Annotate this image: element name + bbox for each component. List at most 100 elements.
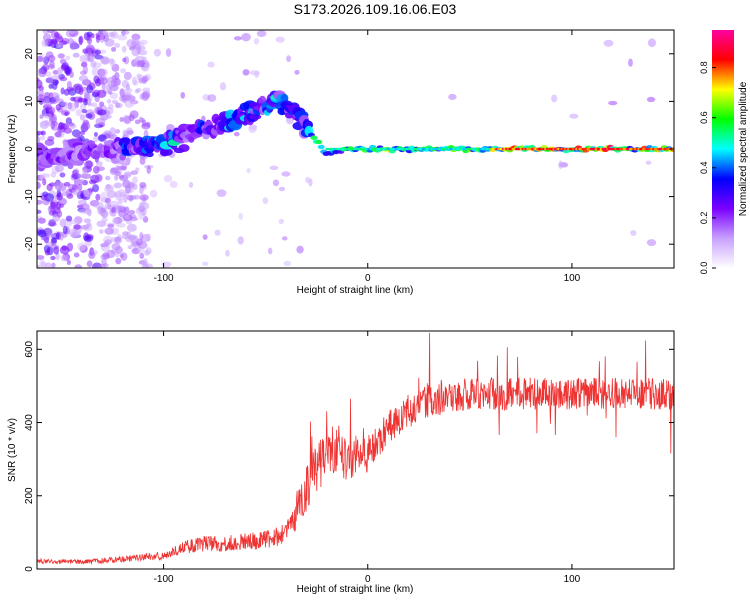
noise-blob [115,164,120,173]
noise-blob [132,176,138,184]
noise-blob [225,249,230,257]
noise-blob [79,225,90,230]
noise-blob [253,37,260,45]
noise-blob [75,108,82,117]
noise-blob [37,264,41,268]
noise-blob [78,87,84,96]
noise-blob [262,197,269,205]
noise-blob [106,114,112,119]
noise-blob [241,32,251,42]
noise-blob [242,69,250,76]
noise-blob [558,160,563,170]
noise-blob [93,132,98,137]
noise-blob [92,184,100,193]
noise-blob [62,225,68,235]
noise-blob [98,101,105,107]
noise-blob [126,223,137,232]
noise-blob [56,210,63,218]
noise-blob [137,60,146,68]
noise-blob [132,80,139,86]
noise-blob [104,185,113,194]
spectrogram-ytick-label: 0 [24,146,35,152]
colorbar-tick-label: 0.4 [699,162,709,175]
noise-blob [139,181,147,189]
noise-blob [281,171,291,177]
noise-blob [56,68,62,76]
signal-blob [145,151,154,158]
noise-blob [77,242,86,252]
noise-blob [115,102,123,109]
noise-blob [46,233,57,239]
noise-blob [72,52,80,58]
noise-blob [99,34,105,44]
colorbar-tick-label: 0.6 [699,111,709,124]
snr-ytick-label: 200 [24,487,35,504]
noise-blob [73,252,80,258]
noise-blob [180,91,186,99]
noise-blob [146,233,152,242]
noise-blob [111,206,117,213]
colorbar-gradient [712,30,734,268]
noise-blob [646,239,657,247]
noise-blob [115,129,121,134]
noise-blob [106,249,116,259]
snr-xtick-label: 100 [564,574,581,585]
noise-blob [96,220,107,228]
signal-blob [317,144,325,150]
noise-blob [37,229,47,238]
noise-blob [144,63,151,68]
noise-blob [66,259,71,266]
noise-blob [93,264,98,268]
noise-blob [122,194,128,203]
noise-blob [140,117,145,123]
noise-blob [69,71,74,78]
noise-blob [283,260,292,267]
noise-blob [93,75,100,84]
colorbar-label: Normalized spectral amplitude [738,81,749,216]
noise-blob [60,87,65,95]
noise-blob [128,234,139,242]
snr-frame [36,330,675,570]
noise-blob [45,71,52,78]
noise-blob [50,171,57,178]
noise-blob [83,160,94,169]
noise-blob [66,80,72,90]
noise-blob [73,173,78,180]
noise-blob [254,71,260,78]
noise-blob [85,113,93,119]
noise-blob [93,135,99,143]
noise-blob [90,60,97,68]
noise-blob [135,167,140,172]
noise-blob [65,215,73,222]
noise-blob [448,93,457,101]
noise-blob [286,55,291,63]
noise-blob [42,191,49,198]
noise-blob [104,239,112,246]
noise-blob [114,71,120,81]
noise-blob [115,194,124,201]
noise-blob [123,87,133,94]
noise-blob [51,237,57,244]
noise-blob [61,245,68,251]
noise-blob [50,255,56,261]
noise-blob [144,249,150,256]
noise-blob [126,39,136,48]
noise-blob [108,58,115,65]
noise-blob [83,218,91,224]
snr-panel: -100 0 100 0 200 400 600 Height of straight li… [7,330,675,595]
noise-blob [139,194,149,201]
noise-blob [123,179,130,187]
noise-blob [37,199,43,205]
spectrogram-xlabel: Height of straight line (km) [297,285,414,296]
noise-blob [51,262,56,268]
noise-blob [111,46,117,52]
signal-blob [310,135,318,140]
noise-blob [74,264,83,268]
snr-ytick-label: 0 [24,566,35,572]
colorbar-tick-label: 0.0 [699,262,709,275]
signal-blob [280,93,289,103]
noise-blob [142,258,149,267]
noise-blob [65,117,72,125]
noise-blob [55,164,64,173]
noise-blob [123,115,132,125]
